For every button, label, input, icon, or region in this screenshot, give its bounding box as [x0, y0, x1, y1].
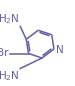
Text: H$_2$N: H$_2$N — [0, 69, 20, 83]
Text: Br: Br — [0, 49, 9, 58]
Text: H$_2$N: H$_2$N — [0, 12, 20, 26]
Text: N: N — [56, 45, 64, 55]
